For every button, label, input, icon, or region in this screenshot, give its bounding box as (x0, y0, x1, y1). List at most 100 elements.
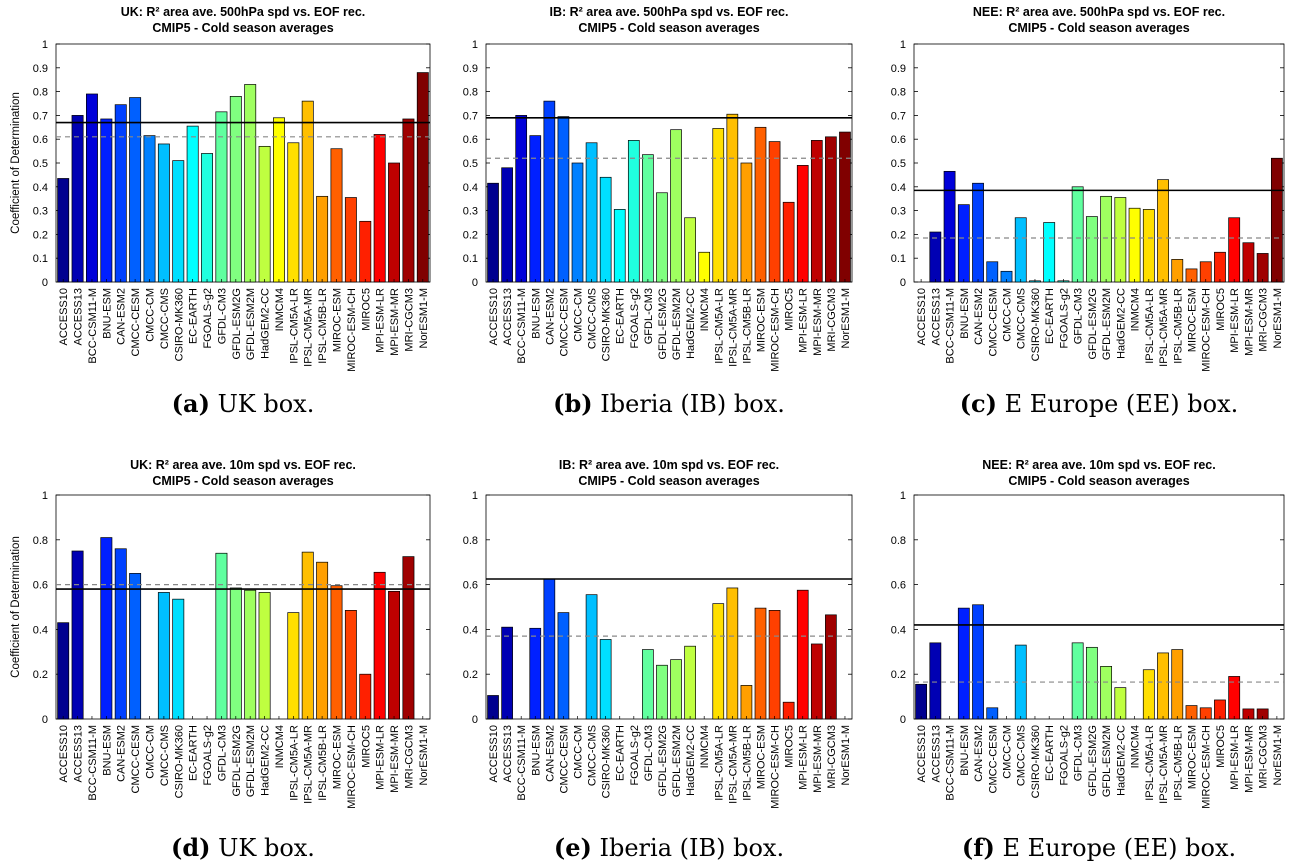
x-tick-label: HadGEM2-CC (260, 288, 272, 359)
bar-gfdl-cm3 (1071, 642, 1084, 720)
y-tick-label: 0.5 (463, 158, 478, 170)
x-tick-label: ACCESS10 (488, 288, 500, 345)
y-tick-label: 0.9 (463, 63, 478, 75)
bar-cmcc-cms (1014, 217, 1027, 283)
x-tick-label: MRI-CGCM3 (1258, 725, 1270, 789)
bar-can-esm2 (972, 182, 984, 283)
bar-csiro-mk360 (172, 160, 185, 283)
x-tick-label: CMCC-CESM (558, 725, 570, 793)
bar-gfdl-esm2m (1100, 666, 1113, 720)
bar-gfdl-esm2g (1085, 216, 1098, 283)
bar-ipsl-cm5a-mr (726, 113, 739, 283)
x-tick-label: NorESM1-M (840, 725, 852, 786)
x-tick-label: ACCESS13 (930, 725, 942, 782)
y-tick-label: 0.2 (33, 669, 48, 681)
x-tick-label: GFDL-ESM2G (657, 288, 669, 360)
caption-letter: (d) (171, 833, 211, 861)
x-tick-label: BNU-ESM (101, 288, 113, 339)
bar-cmcc-cesm (129, 573, 142, 720)
bar-gfdl-esm2m (244, 589, 257, 720)
y-tick-label: 0.6 (891, 134, 906, 146)
x-tick-label: MIROC-ESM (332, 725, 344, 789)
chart-title: UK: R² area ave. 500hPa spd vs. EOF rec. (121, 5, 366, 19)
bar-ipsl-cm5a-lr (287, 612, 300, 720)
bar-mpi-esm-lr (373, 134, 386, 283)
x-tick-label: CMCC-CMS (1016, 725, 1028, 786)
chart-subtitle: CMIP5 - Cold season averages (1008, 474, 1189, 488)
x-tick-label: INMCM4 (274, 288, 286, 331)
x-tick-label: ACCESS10 (488, 725, 500, 782)
y-tick-label: 0.3 (463, 206, 478, 218)
y-tick-label: 0.5 (891, 158, 906, 170)
x-tick-label: MIROC-ESM-CH (770, 288, 782, 372)
bar-ipsl-cm5a-lr (1142, 669, 1155, 720)
bar-gfdl-esm2g (1085, 646, 1098, 720)
x-tick-label: MIROC-ESM-CH (346, 725, 358, 809)
x-tick-label: GFDL-CM3 (643, 288, 655, 344)
x-tick-label: BNU-ESM (530, 725, 542, 776)
bar-noresm1-m (1270, 157, 1283, 283)
bar-miroc-esm (754, 126, 767, 283)
x-tick-label: CMCC-CM (1002, 288, 1014, 342)
bar-access13 (929, 642, 942, 720)
x-tick-label: GFDL-ESM2M (1101, 725, 1113, 797)
x-tick-label: MIROC5 (784, 725, 796, 768)
x-tick-label: CAN-ESM2 (116, 288, 128, 345)
bar-hadgem2-cc (684, 645, 696, 720)
y-tick-label: 0.1 (463, 253, 478, 265)
bar-ipsl-cm5a-lr (287, 142, 300, 283)
bar-miroc5 (359, 220, 372, 283)
caption-text: Iberia (IB) box. (593, 390, 785, 418)
x-tick-label: IPSL-CM5A-MR (303, 725, 315, 804)
bar-inmcm4 (698, 251, 711, 283)
x-tick-label: IPSL-CM5A-LR (713, 288, 725, 364)
bar-ipsl-cm5b-lr (316, 195, 329, 283)
bar-cmcc-cms (585, 142, 598, 283)
bar-bnu-esm (100, 118, 113, 283)
bar-miroc-esm (754, 607, 767, 720)
bar-hadgem2-cc (684, 217, 696, 283)
bar-mpi-esm-mr (1242, 242, 1255, 283)
bar-mri-cgcm3 (1256, 253, 1269, 283)
x-tick-label: IPSL-CM5A-MR (727, 288, 739, 367)
x-tick-label: EC-EARTH (1044, 288, 1056, 344)
bar-access13 (71, 115, 84, 283)
bar-access10 (487, 695, 499, 720)
x-tick-label: ACCESS10 (916, 288, 928, 345)
bar-can-esm2 (114, 104, 127, 283)
x-tick-label: GFDL-ESM2M (245, 725, 257, 797)
bar-bnu-esm (529, 135, 542, 283)
x-tick-label: HadGEM2-CC (1115, 725, 1127, 796)
x-tick-label: MIROC-ESM (332, 288, 344, 352)
bar-bnu-esm (529, 627, 542, 720)
chart-subtitle: CMIP5 - Cold season averages (1008, 21, 1189, 35)
y-tick-label: 0.3 (33, 206, 48, 218)
bar-noresm1-m (839, 131, 851, 283)
x-tick-label: CAN-ESM2 (116, 725, 128, 782)
bar-miroc5 (359, 673, 372, 720)
x-tick-label: CMCC-CM (573, 288, 585, 342)
x-tick-label: MPI-ESM-LR (375, 725, 387, 790)
y-tick-label: 0 (42, 714, 48, 726)
y-tick-label: 0 (900, 277, 906, 289)
bar-bnu-esm (957, 204, 970, 283)
bar-cmcc-cm (143, 135, 156, 283)
x-tick-label: FGOALS-g2 (1058, 288, 1070, 349)
bar-miroc-esm (330, 585, 343, 720)
x-tick-label: BNU-ESM (959, 725, 971, 776)
caption-letter: (e) (554, 833, 592, 861)
x-tick-label: CSIRO-MK360 (601, 288, 613, 361)
x-tick-label: INMCM4 (699, 288, 711, 331)
bar-mpi-esm-mr (388, 162, 400, 283)
y-tick-label: 0.2 (33, 229, 48, 241)
x-tick-label: CMCC-CMS (159, 725, 171, 786)
x-tick-label: EC-EARTH (188, 288, 200, 344)
chart-title: IB: R² area ave. 500hPa spd vs. EOF rec. (549, 5, 788, 19)
y-tick-label: 0.8 (463, 535, 478, 547)
x-tick-label: EC-EARTH (188, 725, 200, 781)
x-tick-label: FGOALS-g2 (629, 288, 641, 349)
x-tick-label: INMCM4 (1130, 725, 1142, 768)
x-tick-label: ACCESS13 (73, 288, 85, 345)
x-tick-label: MIROC5 (360, 725, 372, 768)
bar-ipsl-cm5a-lr (1142, 209, 1155, 283)
